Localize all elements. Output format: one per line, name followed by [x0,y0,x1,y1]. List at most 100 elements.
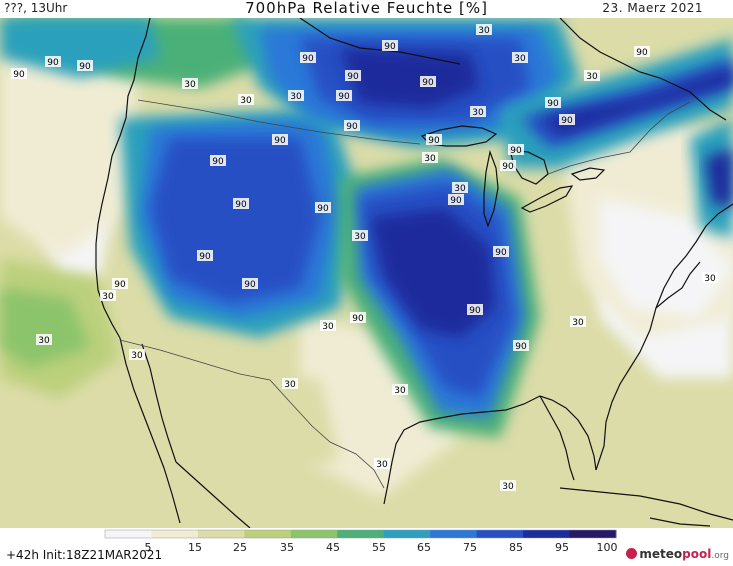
contour-label: 90 [274,136,286,146]
lake-michigan [483,149,499,228]
contour-label: 90 [346,122,358,132]
meteopool-logo: meteopool.org [626,547,729,561]
new-england-coast [655,261,701,309]
contour-label-box [420,76,436,87]
contour-label-box [300,52,316,63]
contour-label: 90 [347,72,359,82]
humidity-zone-8 [200,378,340,488]
humidity-map-canvas: 90 90 90 90 90 90 90 90 90 90 90 90 90 90 90 90 90 90 90 90… [0,18,733,528]
contour-label-box [36,334,52,345]
init-time-label: +42h Init:18Z21MAR2021 [6,548,163,562]
contour-label: 30 [284,380,296,390]
colorbar-tick-label: 15 [188,541,202,554]
header: ???, 13Uhr 700hPa Relative Feuchte [%] 2… [0,0,733,18]
contour-label: 90 [450,196,462,206]
colorbar-tick-label: 25 [233,541,247,554]
contour-label: 90 [510,146,522,156]
colorbar-swatch [523,530,571,538]
contour-label: 90 [317,204,329,214]
contour-label: 90 [561,116,573,126]
colorbar-tick-label: 100 [597,541,618,554]
contour-label: 90 [515,342,527,352]
baja-coastline [119,337,181,524]
colorbar-tick-label: 55 [372,541,386,554]
gulf-of-california-coast [141,343,177,463]
contour-label-box [112,278,128,289]
contour-label-box [508,144,524,155]
contour-label: 90 [199,252,211,262]
brand-text-suffix: .org [711,551,729,561]
contour-label: 30 [131,351,143,361]
contour-label: 90 [384,42,396,52]
contour-label-box [476,24,492,35]
colorbar-tick-label: 65 [417,541,431,554]
lake-ontario [570,167,606,181]
contour-label: 90 [338,92,350,102]
contour-label-box [182,78,198,89]
humidity-zone-4 [0,38,140,258]
contour-label: 30 [424,154,436,164]
colorbar-swatch [476,530,524,538]
contour-label: 30 [394,386,406,396]
colorbar-swatches [104,529,617,539]
contour-label-box [452,182,468,193]
forecast-date: 23. Maerz 2021 [602,1,703,15]
contour-label-box [448,194,464,205]
colorbar-tick-label: 75 [463,541,477,554]
contour-label-box [352,230,368,241]
contour-label-box [513,340,529,351]
contour-label-box [272,134,288,145]
colorbar-swatch [105,530,152,538]
contour-label-box [288,90,304,101]
contour-label: 30 [184,80,196,90]
colorbar-tick-label: 85 [509,541,523,554]
contour-label-box [570,316,586,327]
contour-label: 90 [422,78,434,88]
contour-label-box [584,70,600,81]
contour-label: 30 [514,54,526,64]
contour-label: 90 [47,58,59,68]
contour-label: 30 [240,96,252,106]
contour-label-box [242,278,258,289]
contour-label: 90 [469,306,481,316]
contour-label-box [233,198,249,209]
contour-label-box [634,46,650,57]
colorbar-swatch [569,530,617,538]
contour-label-box [559,114,575,125]
contour-label-box [129,349,145,360]
contour-label-box [702,272,718,283]
contour-label: 90 [13,70,25,80]
contour-label-box [545,97,561,108]
labrador-coast [559,18,727,121]
contour-label-box [336,90,352,101]
contour-label: 30 [472,108,484,118]
meteopool-icon [626,548,638,559]
colorbar-swatch [337,530,385,538]
forecast-time-label: ???, 13Uhr [4,1,68,15]
contour-label: 90 [244,280,256,290]
footer: 5 15 25 35 45 55 65 75 85 95 100 +42h Init:18Z21MA… [0,528,733,566]
contour-label: 30 [102,292,114,302]
contour-label-box [315,202,331,213]
cuba-outline [559,487,733,521]
colorbar-swatch [383,530,431,538]
contour-label: 90 [428,136,440,146]
contour-label-box [512,52,528,63]
contour-label-box [320,320,336,331]
humidity-zone-10 [0,18,160,78]
colorbar-swatch [430,530,478,538]
gulf-coast [383,395,597,505]
contour-label: 30 [572,318,584,328]
brand-text-main: meteo [639,547,683,561]
contour-label: 30 [354,232,366,242]
contour-label: 90 [212,157,224,167]
contour-label: 90 [79,62,91,72]
contour-label-box [467,304,483,315]
geographic-outlines [95,18,733,528]
contour-label-box [197,250,213,261]
contour-label: 90 [302,54,314,64]
contour-label: 30 [322,322,334,332]
colorbar-tick-label: 45 [326,541,340,554]
contour-label: 30 [290,92,302,102]
contour-label: 30 [454,184,466,194]
